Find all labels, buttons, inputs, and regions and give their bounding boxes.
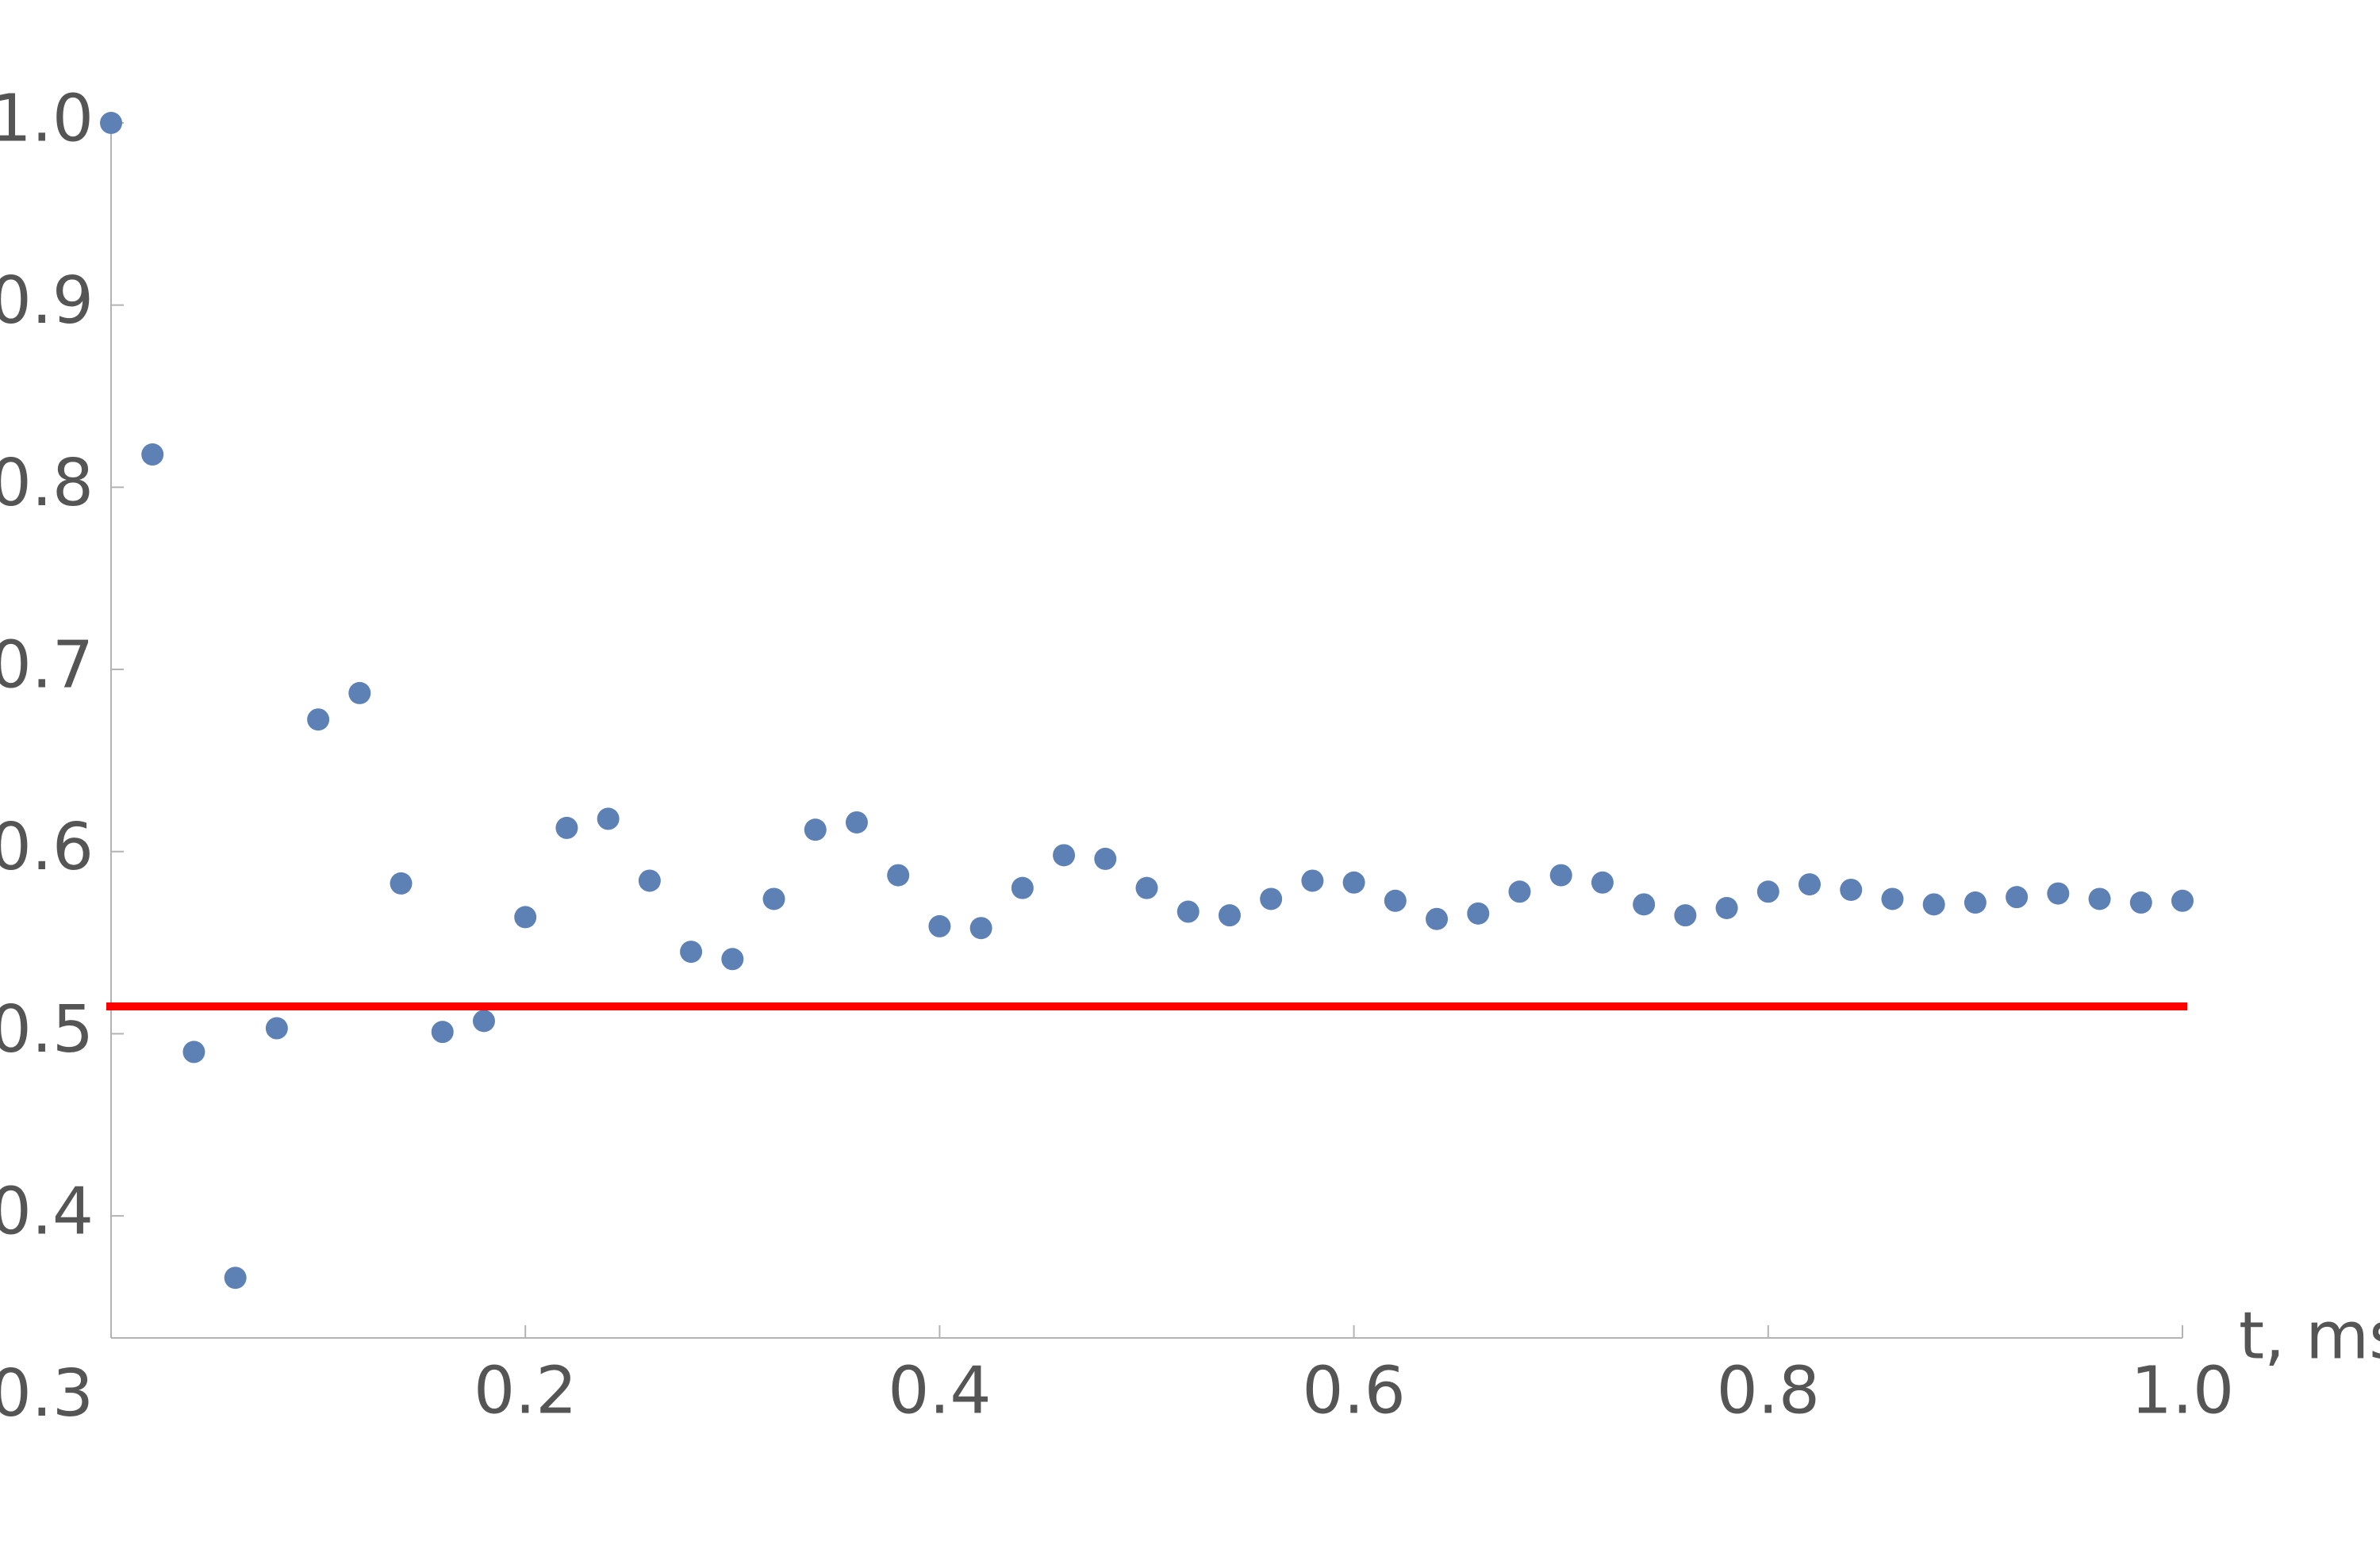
point — [762, 887, 785, 910]
point — [2171, 889, 2194, 912]
point — [1260, 887, 1283, 910]
x-tick-label: 0.8 — [1717, 1353, 1820, 1428]
point — [431, 1021, 454, 1044]
point — [2129, 891, 2152, 914]
point — [1922, 893, 1945, 916]
point — [1840, 878, 1863, 901]
point — [224, 1267, 247, 1290]
point — [472, 1010, 495, 1033]
point — [845, 811, 868, 834]
point — [1674, 904, 1697, 927]
x-tick-label: 1.0 — [2131, 1353, 2234, 1428]
y-tick-label: 0.4 — [0, 1175, 94, 1250]
point — [928, 914, 951, 937]
point — [1135, 876, 1158, 899]
point — [2047, 882, 2070, 905]
point — [390, 872, 413, 895]
point — [2006, 886, 2029, 909]
point — [638, 869, 661, 892]
point — [1053, 844, 1076, 867]
point — [1756, 880, 1779, 903]
point — [680, 941, 703, 964]
y-tick-label: 0.5 — [0, 992, 94, 1067]
y-tick-label: 0.8 — [0, 446, 94, 521]
point — [1715, 896, 1738, 919]
point — [1384, 889, 1407, 912]
point — [597, 807, 620, 830]
y-tick-label: 1.0 — [0, 81, 94, 156]
y-tick-label: 0.7 — [0, 628, 94, 703]
point — [1633, 893, 1656, 916]
point — [721, 948, 744, 971]
point — [1301, 869, 1324, 892]
point — [1467, 902, 1490, 925]
point — [514, 906, 537, 929]
point — [100, 112, 122, 134]
y-tick-label: 0.3 — [0, 1356, 94, 1432]
point — [1964, 891, 1987, 914]
point — [348, 681, 371, 704]
point — [1881, 887, 1904, 910]
point — [141, 443, 164, 466]
point — [1591, 871, 1614, 894]
point — [182, 1041, 205, 1064]
x-tick-label: 0.4 — [888, 1353, 991, 1428]
x-axis-label: t, ms — [2239, 1298, 2380, 1374]
point — [265, 1017, 288, 1040]
point — [1798, 873, 1821, 896]
point — [1342, 871, 1365, 894]
point — [307, 708, 330, 731]
point — [555, 816, 578, 839]
x-tick-label: 0.2 — [474, 1353, 577, 1428]
point — [2088, 887, 2111, 910]
x-tick-label: 0.6 — [1302, 1353, 1405, 1428]
point — [1508, 880, 1531, 903]
point — [1218, 904, 1241, 927]
point — [804, 818, 827, 841]
y-tick-label: 0.6 — [0, 810, 94, 885]
point — [969, 917, 992, 940]
y-tick-label: 0.9 — [0, 263, 94, 339]
point — [1094, 847, 1117, 870]
point — [1011, 876, 1034, 899]
point — [887, 864, 910, 887]
point — [1177, 900, 1200, 923]
point — [1549, 864, 1572, 887]
point — [1426, 907, 1449, 930]
